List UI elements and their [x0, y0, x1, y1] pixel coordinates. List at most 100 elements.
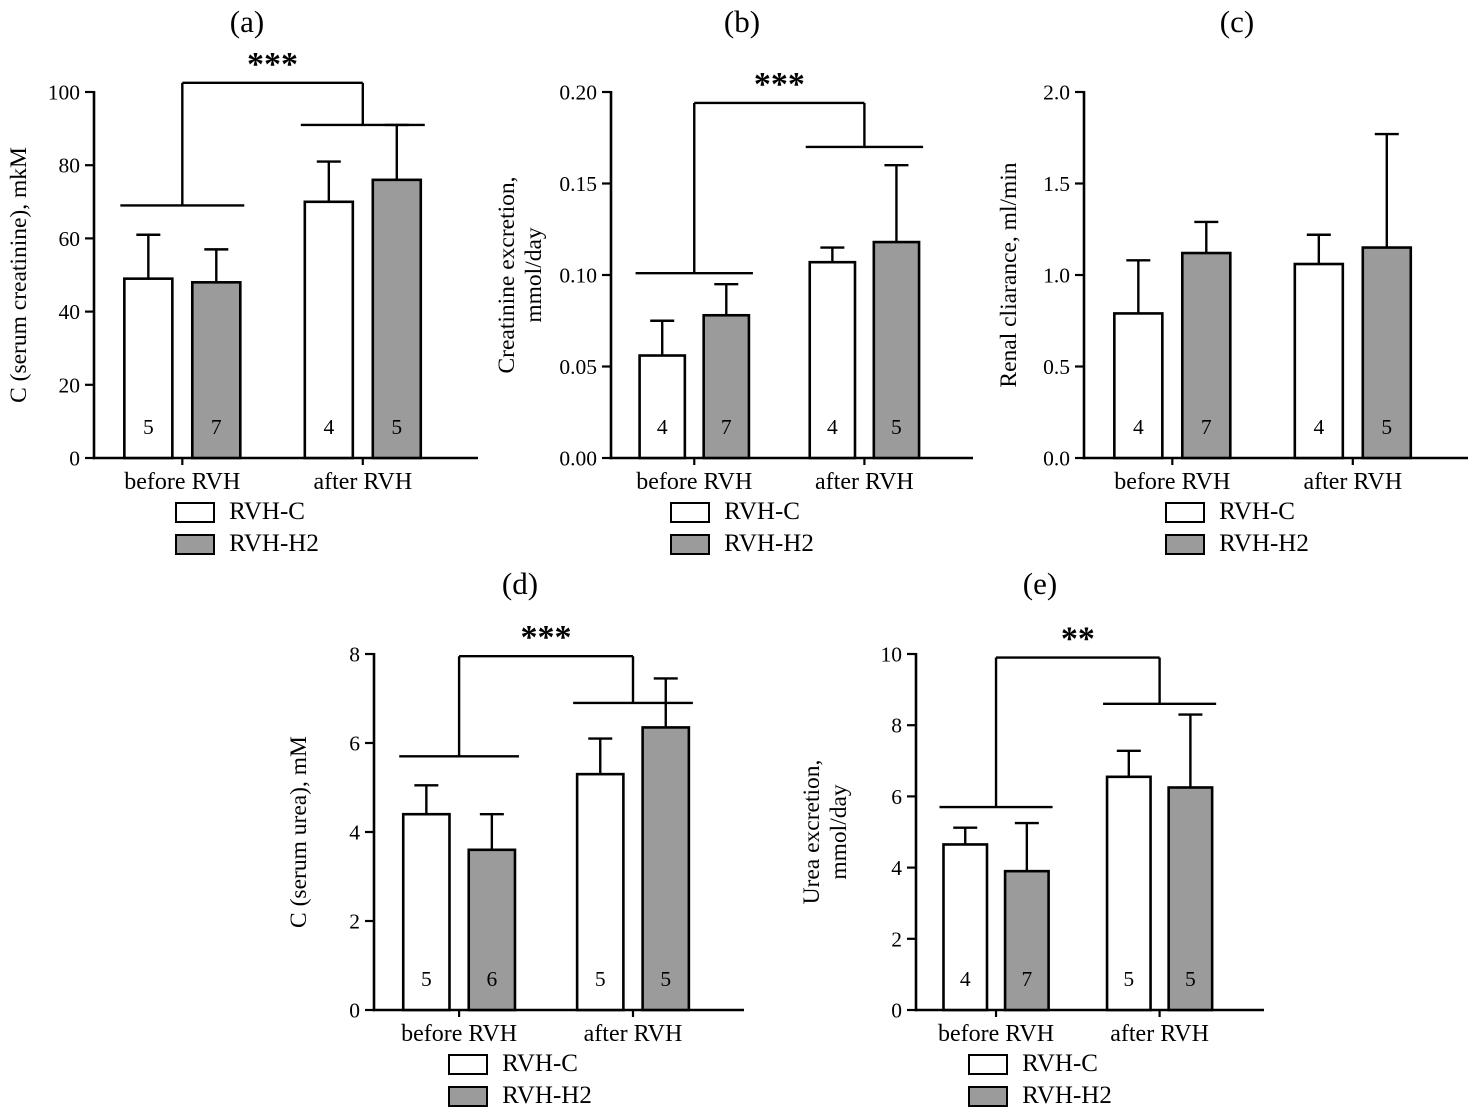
- sample-size-label: 5: [421, 967, 432, 991]
- legend-item-rvhc: RVH-C: [1165, 498, 1309, 526]
- legend-label-rvhh2: RVH-H2: [1022, 1082, 1112, 1109]
- bar-rvh-h2-before-rvh: [702, 313, 751, 460]
- y-tick-label: 0.00: [559, 447, 597, 471]
- y-tick-label: 1.5: [1043, 172, 1070, 196]
- significance-label: ***: [754, 66, 805, 103]
- legend-swatch-rvhc: [968, 1053, 1009, 1075]
- sample-size-label: 5: [143, 415, 154, 439]
- y-axis-label: Creatinine excretion,: [495, 176, 520, 373]
- legend-c: RVH-C RVH-H2: [1165, 498, 1309, 558]
- y-tick-label: 80: [59, 154, 81, 178]
- y-axis-label: C (serum creatinine), mkM: [6, 147, 32, 403]
- bar-rvh-c-after-rvh: [575, 772, 625, 1012]
- y-tick-label: 4: [349, 821, 360, 845]
- significance-label: ***: [247, 46, 298, 83]
- x-category-label: after RVH: [1110, 1021, 1209, 1047]
- y-tick-label: 0: [69, 447, 80, 471]
- legend-item-rvhh2: RVH-H2: [448, 1082, 592, 1110]
- sample-size-label: 4: [1313, 415, 1324, 439]
- sample-size-label: 5: [595, 967, 606, 991]
- bar-rvh-h2-before-rvh: [1003, 869, 1050, 1012]
- panel-title-c: (c): [1219, 4, 1255, 39]
- chart-panel-a: (a) 0 20 40 60 80 100 C (serum creatinine), mk…: [0, 0, 494, 558]
- legend-b: RVH-C RVH-H2: [670, 498, 814, 558]
- sample-size-label: 4: [657, 415, 668, 439]
- y-tick-label: 40: [59, 300, 81, 324]
- legend-label-rvhc: RVH-C: [229, 498, 305, 525]
- x-category-label: after RVH: [815, 469, 914, 495]
- bar-chart-urea-excretion: 0 2 4 6 8 10 Urea excretion, mmol/day before RVH…: [800, 621, 1264, 1047]
- legend-item-rvhh2: RVH-H2: [175, 530, 319, 558]
- x-category-label: before RVH: [124, 469, 240, 495]
- panel-title-d: (d): [501, 566, 539, 601]
- bar-rvh-h2-before-rvh: [467, 848, 517, 1012]
- row-top: (a) 0 20 40 60 80 100 C (serum creatinine), mk…: [0, 0, 1484, 558]
- bar-rvh-c-before-rvh: [638, 354, 687, 460]
- bar-rvh-c-before-rvh: [401, 812, 451, 1012]
- sample-size-label: 4: [827, 415, 838, 439]
- y-tick-label: 0: [349, 999, 360, 1023]
- legend-item-rvhc: RVH-C: [175, 498, 319, 526]
- y-tick-label: 20: [59, 373, 81, 397]
- legend-label-rvhc: RVH-C: [502, 1050, 578, 1077]
- y-tick-label: 0.10: [559, 264, 597, 288]
- legend-swatch-rvhc: [670, 501, 711, 523]
- x-category-label: before RVH: [401, 1021, 517, 1047]
- y-tick-label: 2.0: [1043, 81, 1070, 105]
- chart-panel-e: (e) 0 2 4 6 8 10 Urea excretion, mmol/day before…: [800, 562, 1280, 1110]
- bar-rvh-h2-after-rvh: [641, 726, 691, 1012]
- x-category-label: after RVH: [584, 1021, 683, 1047]
- legend-a: RVH-C RVH-H2: [175, 498, 319, 558]
- sample-size-label: 4: [1133, 415, 1144, 439]
- bar-rvh-h2-before-rvh: [191, 281, 242, 460]
- legend-e: RVH-C RVH-H2: [968, 1050, 1112, 1110]
- y-tick-label: 0.05: [559, 355, 597, 379]
- x-category-label: before RVH: [1114, 469, 1230, 495]
- sample-size-label: 5: [891, 415, 902, 439]
- legend-swatch-rvhc: [448, 1053, 489, 1075]
- bar-rvh-h2-after-rvh: [1361, 246, 1413, 460]
- legend-label-rvhc: RVH-C: [724, 498, 800, 525]
- legend-item-rvhh2: RVH-H2: [968, 1082, 1112, 1110]
- bar-chart-serum-creatinine: 0 20 40 60 80 100 C (serum creatinine), mkM bef…: [6, 46, 478, 495]
- y-axis-label: Urea excretion,: [800, 760, 825, 905]
- bar-rvh-c-after-rvh: [808, 260, 857, 460]
- y-tick-label: 0.15: [559, 172, 597, 196]
- y-tick-label: 100: [48, 81, 80, 105]
- legend-label-rvhh2: RVH-H2: [229, 530, 319, 557]
- legend-swatch-rvhh2: [175, 533, 216, 555]
- legend-swatch-rvhh2: [448, 1085, 489, 1107]
- sample-size-label: 5: [1123, 967, 1134, 991]
- y-axis-label: C (serum urea), mM: [286, 736, 312, 928]
- legend-item-rvhc: RVH-C: [670, 498, 814, 526]
- row-bottom: (d) 0 2 4 6 8 C (serum urea), mM before RVH 5 6 a…: [0, 562, 1484, 1110]
- sample-size-label: 7: [721, 415, 732, 439]
- bar-rvh-c-before-rvh: [942, 843, 989, 1012]
- legend-item-rvhh2: RVH-H2: [670, 530, 814, 558]
- chart-panel-b: (b) 0.00 0.05 0.10 0.15 0.20 Creatinine excre…: [495, 0, 989, 558]
- legend-label-rvhh2: RVH-H2: [1219, 530, 1309, 557]
- y-tick-label: 8: [891, 714, 902, 738]
- y-tick-label: 0: [891, 999, 902, 1023]
- legend-label-rvhh2: RVH-H2: [724, 530, 814, 557]
- sample-size-label: 4: [323, 415, 334, 439]
- sample-size-label: 5: [1185, 967, 1196, 991]
- x-category-label: after RVH: [313, 469, 412, 495]
- significance-label: ***: [521, 619, 572, 656]
- y-axis-label: mmol/day: [521, 227, 547, 323]
- y-tick-label: 60: [59, 227, 81, 251]
- sample-size-label: 7: [211, 415, 222, 439]
- legend-swatch-rvhc: [175, 501, 216, 523]
- legend-item-rvhc: RVH-C: [968, 1050, 1112, 1078]
- legend-swatch-rvhh2: [1165, 533, 1206, 555]
- y-axis-label: Renal cliarance, ml/min: [996, 162, 1022, 387]
- chart-panel-c: (c) 0.0 0.5 1.0 1.5 2.0 Renal cliarance, ml/m…: [990, 0, 1484, 558]
- y-tick-label: 1.0: [1043, 264, 1070, 288]
- bar-rvh-c-before-rvh: [1113, 312, 1164, 460]
- panel-title-b: (b): [723, 4, 761, 39]
- sample-size-label: 6: [486, 967, 497, 991]
- chart-panel-d: (d) 0 2 4 6 8 C (serum urea), mM before RVH 5 6 a…: [280, 562, 760, 1110]
- bar-chart-renal-clearance: 0.0 0.5 1.0 1.5 2.0 Renal cliarance, ml/min be…: [996, 81, 1468, 495]
- legend-label-rvhc: RVH-C: [1022, 1050, 1098, 1077]
